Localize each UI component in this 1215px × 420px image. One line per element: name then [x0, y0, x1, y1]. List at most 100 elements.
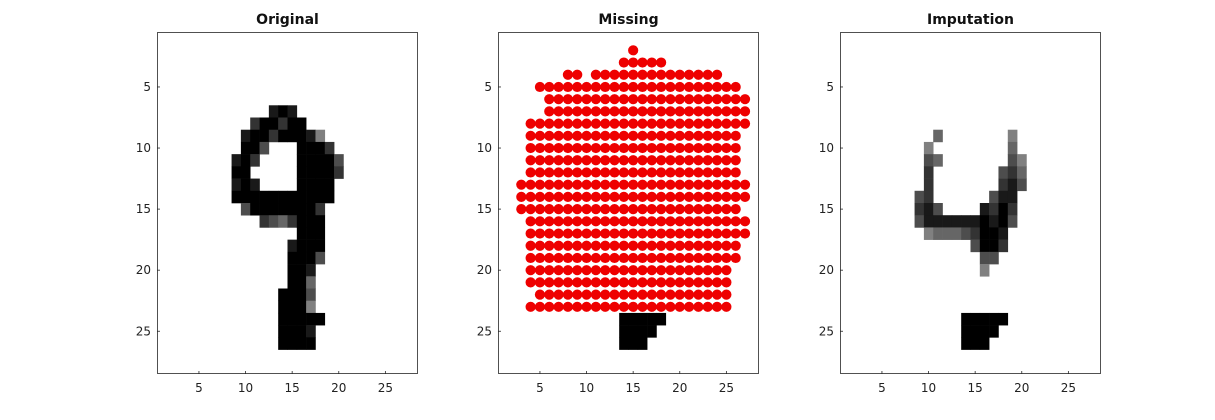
missing-marker — [600, 277, 611, 288]
missing-marker — [618, 94, 629, 105]
image-pixel — [923, 190, 934, 204]
missing-marker — [590, 130, 601, 141]
missing-marker — [581, 289, 592, 300]
image-pixel — [306, 215, 316, 228]
missing-marker — [572, 155, 583, 166]
image-pixel — [259, 129, 270, 143]
missing-marker — [581, 94, 592, 105]
image-pixel — [250, 203, 260, 216]
missing-marker — [646, 118, 657, 129]
missing-marker — [646, 69, 657, 80]
image-pixel — [296, 325, 307, 338]
missing-marker — [609, 228, 620, 239]
y-tick-label: 25 — [477, 324, 492, 338]
missing-marker — [656, 216, 667, 227]
missing-marker — [656, 191, 667, 202]
missing-marker — [534, 81, 546, 93]
image-pixel — [296, 117, 307, 131]
missing-marker — [581, 106, 592, 117]
image-pixel — [914, 203, 925, 216]
missing-marker — [562, 277, 574, 288]
missing-marker — [683, 265, 695, 276]
image-pixel — [998, 203, 1009, 216]
missing-marker — [637, 252, 648, 264]
image-pixel — [240, 141, 251, 155]
missing-marker — [674, 94, 685, 105]
missing-marker — [739, 106, 751, 117]
missing-marker — [562, 69, 574, 80]
image-pixel — [961, 325, 971, 338]
image-pixel — [296, 288, 307, 302]
missing-marker — [534, 289, 546, 300]
missing-marker — [711, 167, 723, 178]
image-pixel — [278, 325, 288, 338]
missing-marker — [637, 179, 648, 190]
missing-marker — [553, 191, 564, 202]
missing-marker — [646, 252, 657, 264]
missing-marker — [665, 301, 676, 312]
image-pixel — [998, 239, 1009, 253]
image-pixel — [306, 129, 316, 143]
missing-marker — [693, 301, 704, 312]
missing-marker — [609, 252, 620, 264]
image-pixel — [970, 239, 981, 253]
image-pixel — [296, 251, 307, 265]
image-pixel — [951, 215, 962, 228]
missing-marker — [683, 94, 695, 105]
missing-marker — [711, 155, 723, 166]
missing-marker — [609, 179, 620, 190]
missing-marker — [646, 130, 657, 141]
missing-marker — [581, 191, 592, 202]
missing-marker — [693, 240, 704, 251]
missing-marker — [534, 155, 546, 166]
image-pixel — [287, 300, 298, 314]
missing-marker — [553, 167, 564, 178]
missing-marker — [525, 228, 536, 239]
missing-marker — [618, 69, 629, 80]
missing-marker — [628, 301, 639, 312]
missing-marker — [572, 81, 583, 93]
missing-marker — [656, 57, 667, 68]
image-pixel — [296, 312, 307, 326]
missing-marker — [572, 240, 583, 251]
image-pixel — [259, 190, 270, 204]
missing-marker — [656, 81, 667, 93]
image-pixel — [989, 251, 999, 265]
missing-marker — [609, 191, 620, 202]
x-tick-label: 25 — [378, 381, 393, 395]
missing-marker — [665, 106, 676, 117]
image-pixel — [998, 178, 1009, 192]
image-pixel — [315, 141, 326, 155]
missing-marker — [702, 106, 713, 117]
image-pixel — [287, 276, 298, 289]
missing-marker — [628, 142, 639, 154]
missing-marker — [600, 289, 611, 300]
missing-marker — [656, 155, 667, 166]
image-pixel — [306, 190, 316, 204]
y-tick-label: 15 — [477, 202, 492, 216]
image-pixel — [324, 178, 335, 192]
missing-marker — [693, 216, 704, 227]
missing-marker — [544, 204, 555, 215]
missing-marker — [553, 252, 564, 264]
missing-marker — [534, 179, 546, 190]
missing-marker — [674, 204, 685, 215]
image-pixel — [278, 300, 288, 314]
missing-marker — [711, 118, 723, 129]
missing-marker — [553, 118, 564, 129]
missing-marker — [702, 179, 713, 190]
missing-marker — [628, 155, 639, 166]
missing-marker — [674, 142, 685, 154]
missing-marker — [711, 191, 723, 202]
missing-marker — [693, 167, 704, 178]
missing-marker — [656, 130, 667, 141]
image-pixel — [306, 288, 316, 302]
image-pixel — [1017, 154, 1027, 167]
missing-marker — [600, 167, 611, 178]
missing-marker — [562, 289, 574, 300]
image-pixel — [296, 141, 307, 155]
image-pixel — [268, 203, 279, 216]
missing-marker — [656, 252, 667, 264]
missing-marker — [721, 277, 732, 288]
missing-marker — [581, 118, 592, 129]
